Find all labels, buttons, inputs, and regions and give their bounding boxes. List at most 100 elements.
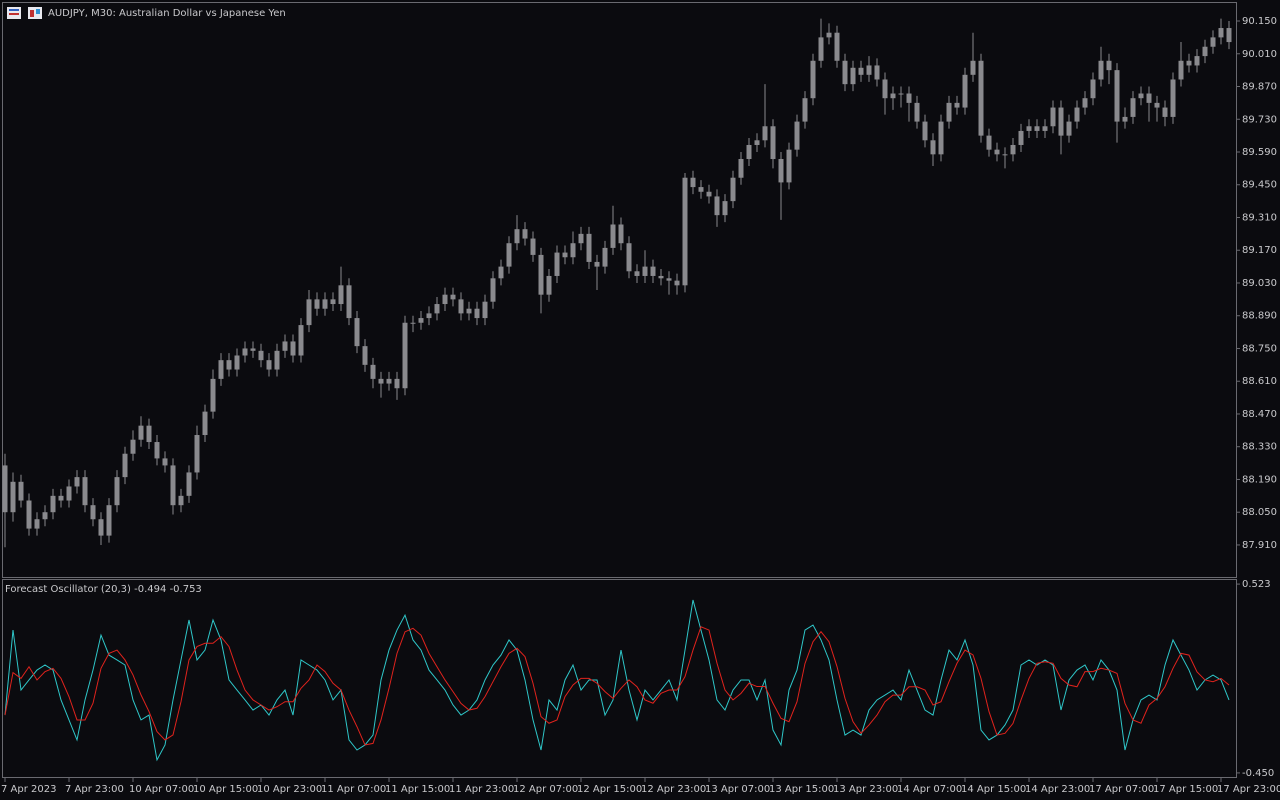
candle-body bbox=[802, 98, 808, 122]
candle-body bbox=[74, 477, 80, 487]
candle-body bbox=[1202, 46, 1208, 57]
candle-body bbox=[850, 67, 856, 85]
oscillator-panel-frame bbox=[2, 579, 1237, 778]
x-tick-label: 11 Apr 23:00 bbox=[449, 784, 514, 795]
y-tick-label: 87.910 bbox=[1242, 540, 1277, 551]
candle-body bbox=[946, 102, 952, 122]
candle-body bbox=[202, 411, 208, 436]
candle-body bbox=[858, 67, 864, 75]
y-tick-label: 89.030 bbox=[1242, 278, 1277, 289]
candle-body bbox=[282, 341, 288, 351]
candle-body bbox=[1178, 60, 1184, 80]
candle-body bbox=[882, 79, 888, 99]
candle-body bbox=[682, 177, 688, 286]
candle-body bbox=[386, 378, 392, 384]
candle-body bbox=[1218, 28, 1224, 38]
candle-body bbox=[266, 360, 272, 370]
candle-body bbox=[714, 196, 720, 216]
x-tick-label: 13 Apr 23:00 bbox=[833, 784, 898, 795]
candle-body bbox=[1154, 102, 1160, 108]
candle-body bbox=[450, 294, 456, 300]
candle-body bbox=[786, 149, 792, 183]
x-tick-label: 7 Apr 23:00 bbox=[65, 784, 124, 795]
candle-body bbox=[50, 495, 56, 513]
candle-body bbox=[210, 378, 216, 412]
indicator-value: -0.753 bbox=[170, 584, 202, 595]
candle-body bbox=[1114, 70, 1120, 122]
candle-body bbox=[546, 275, 552, 295]
candle-body bbox=[970, 60, 976, 75]
candle-body bbox=[426, 313, 432, 319]
candle-body bbox=[610, 224, 616, 248]
candle-body bbox=[650, 266, 656, 276]
y-tick-label: 89.730 bbox=[1242, 114, 1277, 125]
price-panel-frame bbox=[2, 2, 1237, 578]
candle-body bbox=[826, 32, 832, 38]
candle-body bbox=[82, 477, 88, 506]
candle-body bbox=[690, 177, 696, 188]
candle-body bbox=[706, 191, 712, 197]
candle-body bbox=[730, 177, 736, 202]
y-tick-label: 0.523 bbox=[1242, 579, 1271, 590]
candle-body bbox=[666, 278, 672, 281]
candle-body bbox=[498, 266, 504, 279]
candle-body bbox=[346, 285, 352, 319]
candle-body bbox=[10, 481, 16, 513]
x-tick-label: 10 Apr 07:00 bbox=[129, 784, 194, 795]
candle-body bbox=[106, 505, 112, 536]
candle-body bbox=[402, 322, 408, 389]
y-tick-label: 89.310 bbox=[1242, 212, 1277, 223]
candle-body bbox=[1186, 60, 1192, 66]
candle-body bbox=[1002, 154, 1008, 156]
indicator-name: Forecast Oscillator (20,3) bbox=[5, 584, 131, 595]
candle-body bbox=[738, 159, 744, 178]
candle-body bbox=[138, 425, 144, 440]
candle-body bbox=[1050, 107, 1056, 127]
candle-body bbox=[898, 93, 904, 95]
y-tick-label: 89.870 bbox=[1242, 82, 1277, 93]
candle-body bbox=[98, 519, 104, 536]
candle-body bbox=[658, 275, 664, 279]
chart-title: AUDJPY, M30: Australian Dollar vs Japane… bbox=[48, 8, 286, 19]
candle-body bbox=[522, 229, 528, 239]
candle-body bbox=[994, 149, 1000, 155]
candle-body bbox=[58, 495, 64, 501]
x-tick-label: 14 Apr 15:00 bbox=[961, 784, 1026, 795]
candle-body bbox=[458, 299, 464, 314]
x-tick-label: 14 Apr 07:00 bbox=[897, 784, 962, 795]
candle-body bbox=[290, 341, 296, 356]
candle-body bbox=[1034, 126, 1040, 131]
candle-body bbox=[634, 271, 640, 276]
candle-body bbox=[34, 519, 40, 529]
y-tick-label: 90.010 bbox=[1242, 49, 1277, 60]
candle-body bbox=[226, 360, 232, 370]
y-tick-label: 88.890 bbox=[1242, 311, 1277, 322]
candle-body bbox=[618, 224, 624, 244]
candle-body bbox=[242, 348, 248, 356]
candle-body bbox=[1138, 93, 1144, 99]
candle-body bbox=[1090, 79, 1096, 99]
chart-icons bbox=[7, 7, 42, 19]
x-tick-label: 11 Apr 15:00 bbox=[385, 784, 450, 795]
candle-body bbox=[1026, 126, 1032, 131]
candle-body bbox=[186, 472, 192, 496]
candle-body bbox=[1074, 107, 1080, 122]
candle-body bbox=[130, 439, 136, 454]
x-tick-label: 14 Apr 23:00 bbox=[1025, 784, 1090, 795]
candle-body bbox=[234, 355, 240, 370]
candle-body bbox=[890, 93, 896, 99]
candle-body bbox=[274, 350, 280, 370]
candle-body bbox=[378, 378, 384, 384]
candle-body bbox=[938, 121, 944, 155]
candle-body bbox=[42, 512, 48, 520]
y-tick-label: 88.470 bbox=[1242, 409, 1277, 420]
candle-body bbox=[746, 144, 752, 160]
candle-body bbox=[298, 325, 304, 356]
candle-body bbox=[250, 348, 256, 351]
candle-body bbox=[394, 378, 400, 389]
candle-body bbox=[506, 243, 512, 267]
candle-body bbox=[842, 60, 848, 85]
candle-body bbox=[474, 308, 480, 319]
candle-body bbox=[1058, 107, 1064, 136]
